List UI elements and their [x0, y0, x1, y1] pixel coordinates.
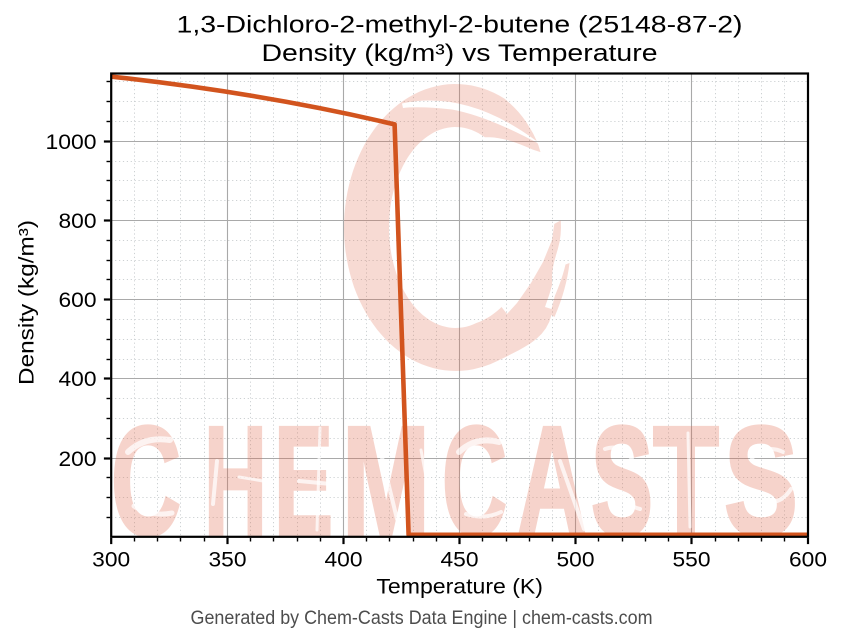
svg-text:450: 450 — [441, 549, 479, 572]
svg-text:350: 350 — [209, 549, 247, 572]
svg-text:Temperature (K): Temperature (K) — [376, 576, 543, 599]
svg-text:T: T — [653, 394, 719, 567]
svg-text:C: C — [111, 394, 181, 567]
svg-text:C: C — [442, 394, 507, 567]
svg-text:800: 800 — [59, 210, 97, 233]
svg-text:1,3-Dichloro-2-methyl-2-butene: 1,3-Dichloro-2-methyl-2-butene (25148-87… — [177, 11, 743, 38]
svg-text:200: 200 — [59, 448, 97, 471]
svg-text:Generated by Chem-Casts Data E: Generated by Chem-Casts Data Engine | ch… — [191, 608, 653, 629]
svg-text:400: 400 — [59, 368, 97, 391]
svg-text:500: 500 — [557, 549, 595, 572]
svg-text:300: 300 — [92, 549, 130, 572]
svg-text:550: 550 — [673, 549, 711, 572]
svg-text:Density (kg/m³) vs Temperature: Density (kg/m³) vs Temperature — [262, 40, 658, 67]
svg-text:1000: 1000 — [46, 131, 97, 154]
svg-text:Density (kg/m³): Density (kg/m³) — [16, 220, 39, 385]
svg-text:400: 400 — [325, 549, 363, 572]
svg-text:600: 600 — [59, 289, 97, 312]
svg-text:E: E — [274, 394, 333, 567]
svg-text:600: 600 — [789, 549, 827, 572]
